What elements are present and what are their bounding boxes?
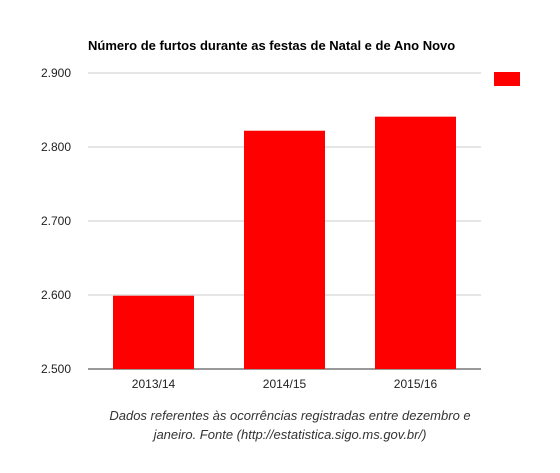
y-tick-label: 2.900: [41, 66, 71, 80]
chart-caption: Dados referentes às ocorrências registra…: [109, 408, 471, 442]
x-axis-ticks: 2013/14 2014/15 2015/16: [132, 377, 438, 391]
bar-chart: Número de furtos durante as festas de Na…: [41, 38, 520, 391]
y-axis-ticks: 2.500 2.600 2.700 2.800 2.900: [41, 66, 71, 376]
y-tick-label: 2.600: [41, 288, 71, 302]
x-tick-label: 2014/15: [263, 377, 307, 391]
x-tick-label: 2013/14: [132, 377, 176, 391]
y-tick-label: 2.800: [41, 140, 71, 154]
x-tick-label: 2015/16: [394, 377, 438, 391]
bars: [113, 116, 456, 369]
y-tick-label: 2.500: [41, 362, 71, 376]
y-tick-label: 2.700: [41, 214, 71, 228]
bar: [244, 130, 325, 369]
bar: [113, 295, 194, 369]
bar: [375, 116, 456, 369]
legend: [494, 72, 520, 86]
legend-swatch: [494, 72, 520, 86]
chart-title: Número de furtos durante as festas de Na…: [88, 38, 455, 53]
